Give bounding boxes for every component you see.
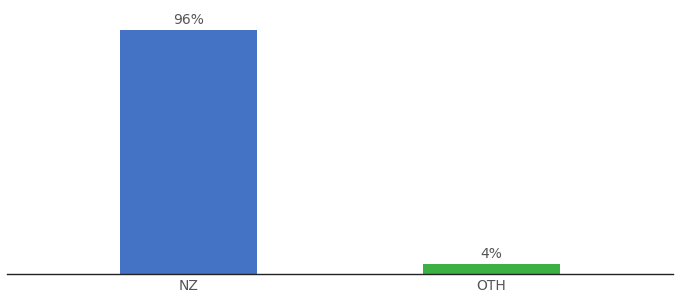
Bar <box>120 30 257 274</box>
Text: 4%: 4% <box>481 247 503 261</box>
Text: 96%: 96% <box>173 13 204 27</box>
Bar <box>423 264 560 274</box>
